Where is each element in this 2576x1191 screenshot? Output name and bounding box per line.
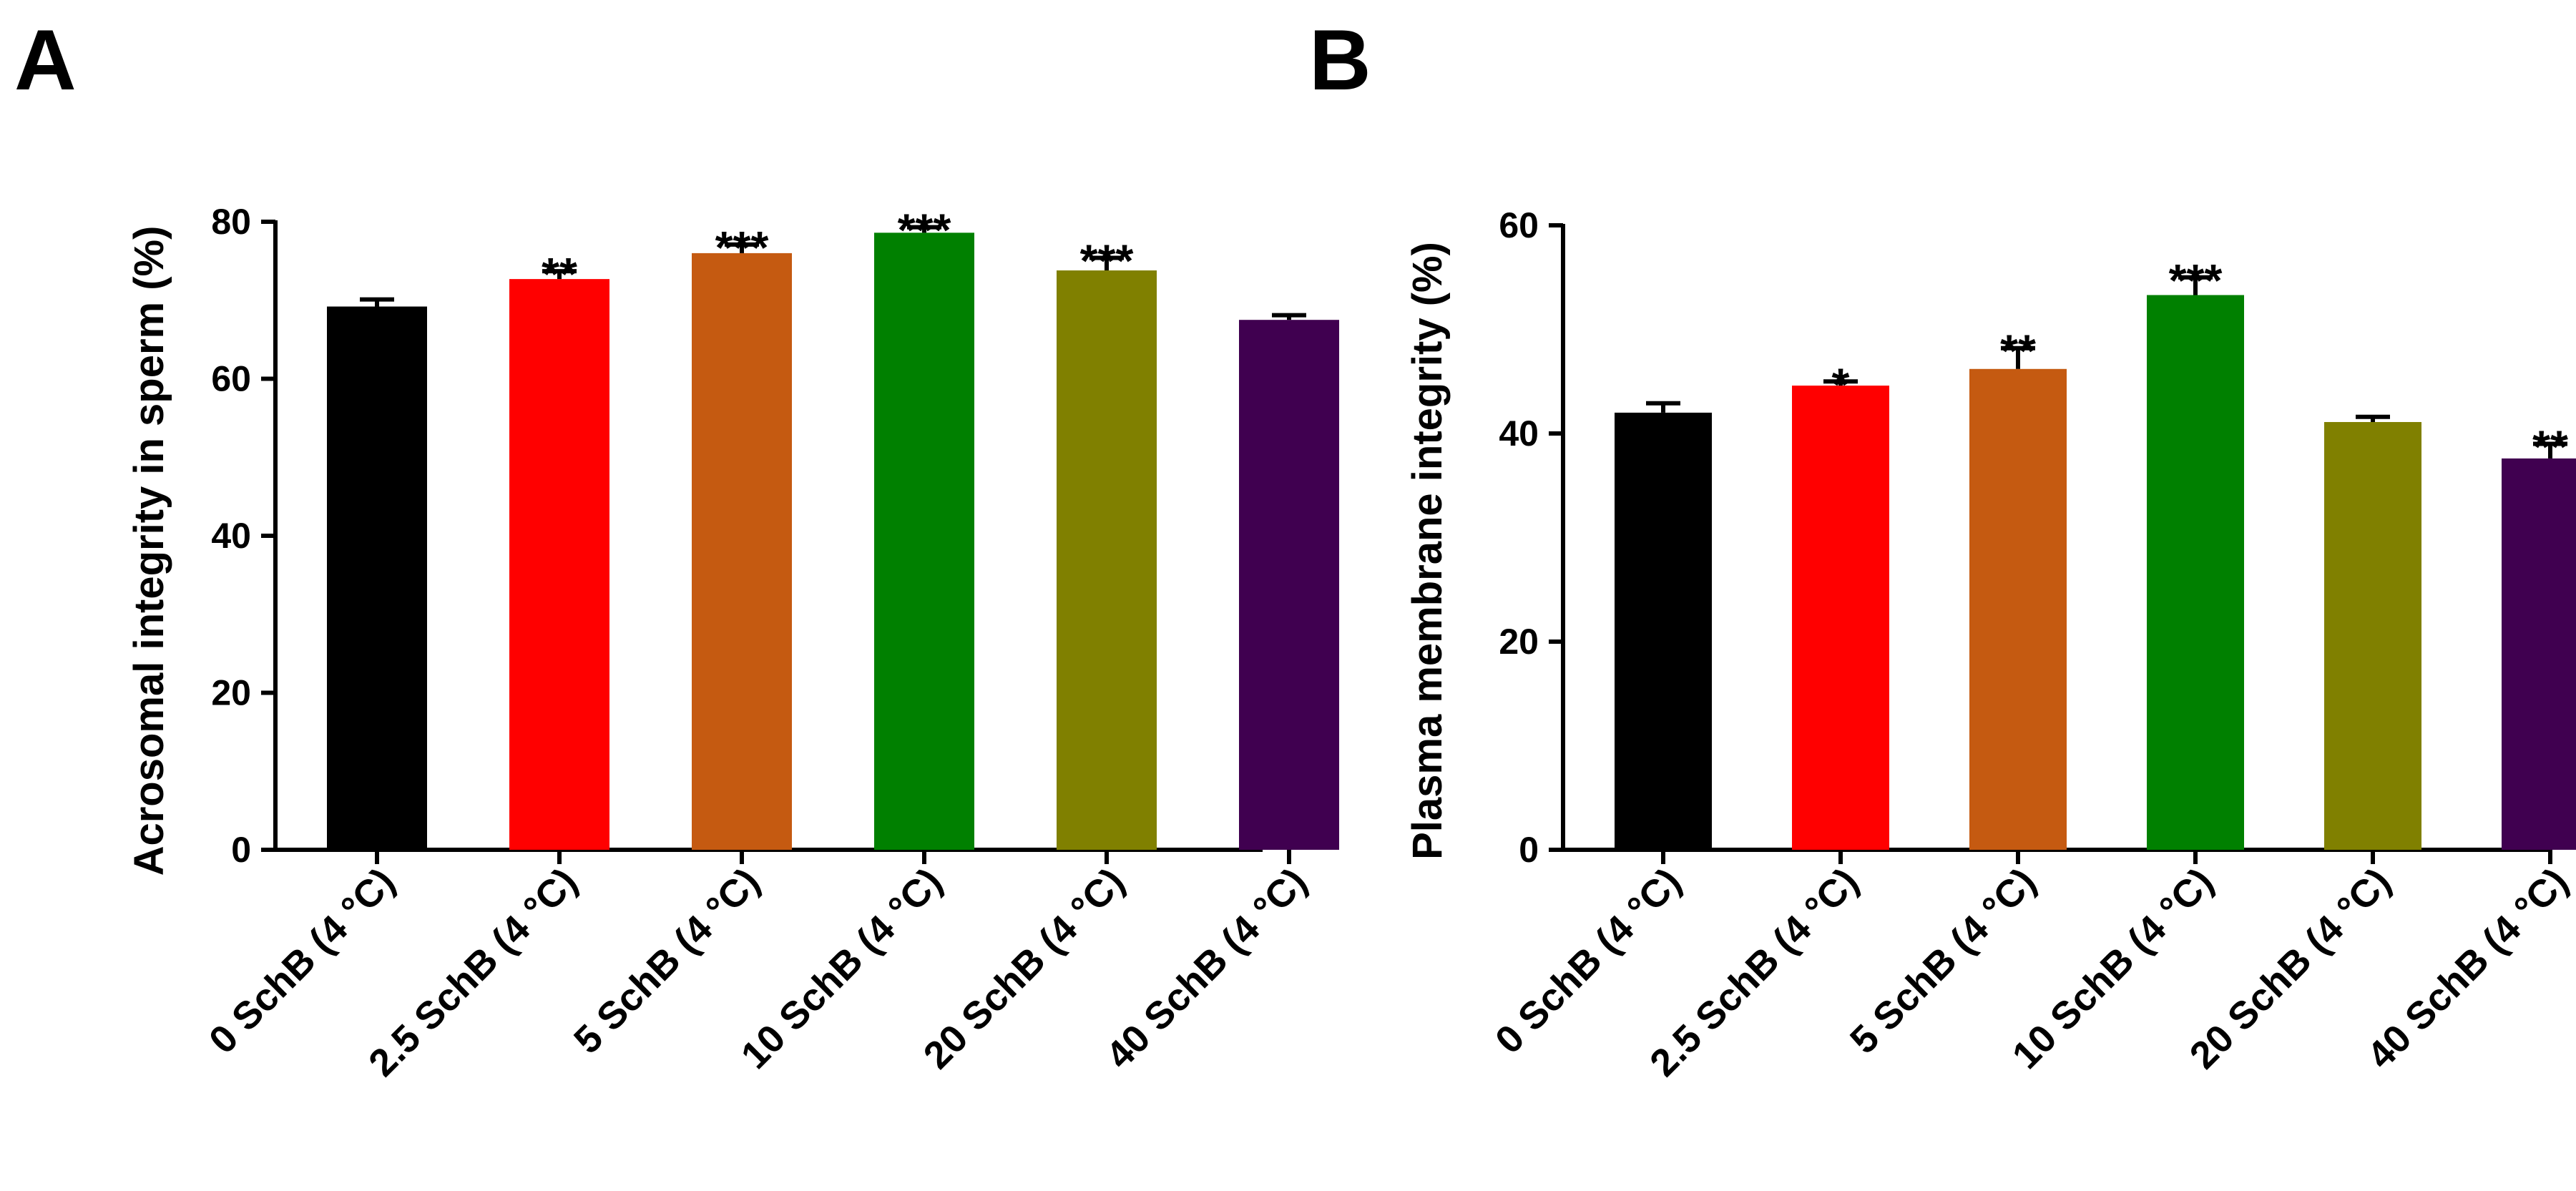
y-tick-label-a: 0 (231, 830, 251, 870)
panel-label-a: A (14, 12, 77, 108)
significance-label-b-1: * (1832, 358, 1850, 410)
significance-label-b-2: ** (2000, 325, 2036, 377)
bar-b-1 (1792, 386, 1889, 850)
significance-label-b-3: *** (2169, 255, 2223, 306)
bar-b-5 (2502, 458, 2576, 850)
category-label-a-0: 0 SchB (4 °C) (201, 860, 403, 1062)
significance-label-a-2: *** (715, 222, 769, 273)
significance-label-a-3: *** (898, 205, 951, 256)
bar-b-0 (1615, 412, 1712, 850)
panel-label-b: B (1309, 12, 1371, 108)
bar-b-2 (1969, 368, 2067, 850)
bar-a-4 (1057, 270, 1157, 850)
category-label-a-2: 5 SchB (4 °C) (566, 860, 768, 1062)
y-tick-label-a: 80 (211, 202, 251, 242)
y-tick-label-b: 0 (1519, 830, 1539, 870)
bar-b-4 (2324, 421, 2421, 850)
bar-a-2 (692, 253, 792, 850)
y-tick-label-b: 20 (1499, 622, 1539, 662)
y-axis-title-b: Plasma membrane integrity (%) (1404, 242, 1451, 860)
category-label-b-2: 5 SchB (4 °C) (1842, 860, 2044, 1062)
y-axis-title-a: Acrosomal integrity in sperm (%) (126, 226, 172, 876)
y-tick-label-b: 60 (1499, 205, 1539, 245)
y-tick-label-a: 40 (211, 516, 251, 556)
category-label-b-0: 0 SchB (4 °C) (1487, 860, 1690, 1062)
significance-label-a-1: ** (542, 248, 577, 300)
bar-a-3 (874, 232, 974, 850)
y-tick-label-a: 20 (211, 673, 251, 713)
y-tick-label-b: 40 (1499, 413, 1539, 454)
bar-b-3 (2147, 295, 2244, 850)
bar-a-0 (327, 306, 427, 850)
significance-label-b-5: ** (2532, 421, 2568, 473)
panel-b: B Plasma membrane integrity (%) 0 20 40 60 0… (1309, 12, 2576, 1085)
bar-a-5 (1239, 320, 1339, 850)
significance-label-a-4: *** (1080, 235, 1134, 286)
bar-a-1 (509, 279, 609, 850)
panel-a: A Acrosomal integrity in sperm (%) 0 20 40… (14, 12, 1339, 1085)
y-tick-label-a: 60 (211, 359, 251, 399)
